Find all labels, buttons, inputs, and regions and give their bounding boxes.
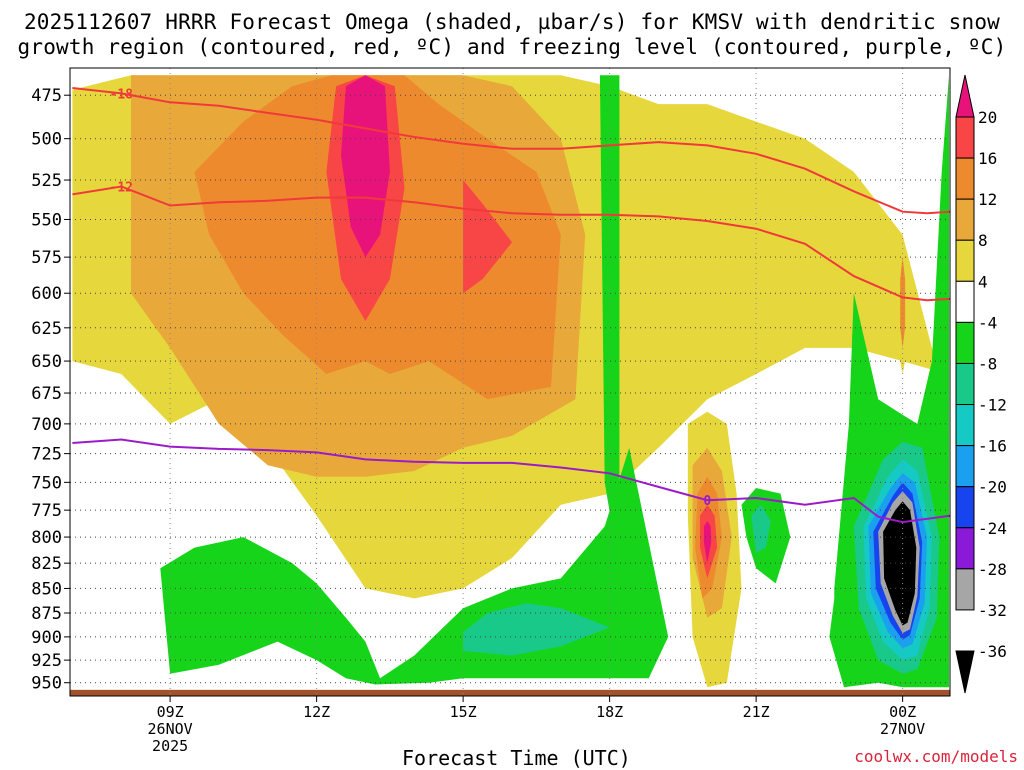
y-tick-label: 625 — [31, 319, 62, 339]
colorbar-bin — [955, 404, 975, 447]
y-tick-label: 925 — [31, 651, 62, 671]
colorbar-bin — [955, 198, 975, 241]
site-credit: coolwx.com/models — [854, 747, 1018, 766]
y-tick-label: 800 — [31, 528, 62, 548]
colorbar-tick-label: -20 — [978, 478, 1007, 497]
omega-region-5 — [463, 180, 512, 294]
omega-region-15 — [599, 75, 620, 527]
dendritic-contour-1 — [72, 185, 950, 302]
colorbar-tick-label: 20 — [978, 108, 997, 127]
colorbar: 20 16 12 8 4 -4 -8 -12 -16 -20 -24 -28 -32 -36 — [955, 74, 1007, 694]
colorbar-bin — [955, 239, 975, 282]
x-tick-label-line: 00Z — [889, 703, 917, 721]
dendritic-contour-1-label: -12 — [110, 180, 133, 195]
colorbar-tick-label: -16 — [978, 437, 1007, 456]
omega-region-4 — [341, 75, 390, 258]
colorbar-tick-label: 12 — [978, 190, 997, 209]
colorbar-bin — [955, 527, 975, 570]
y-tick-label: 950 — [31, 674, 62, 694]
x-tick-label-line: 15Z — [449, 703, 477, 721]
omega-region-25 — [889, 513, 913, 616]
x-tick-label-line: 09Z — [156, 703, 184, 721]
omega-shading — [72, 75, 949, 688]
colorbar-bottom-triangle — [955, 650, 975, 694]
colorbar-tick-label: 4 — [978, 272, 988, 291]
y-tick-label: 725 — [31, 445, 62, 465]
x-axis-label: Forecast Time (UTC) — [402, 746, 631, 770]
colorbar-tick-label: -12 — [978, 396, 1007, 415]
colorbar-bin — [955, 116, 975, 159]
y-tick-label: 575 — [31, 248, 62, 268]
terrain-bar — [70, 689, 950, 696]
y-tick-label: 675 — [31, 384, 62, 404]
y-tick-label: 650 — [31, 352, 62, 372]
terrain-ground — [70, 689, 950, 696]
chart-title-line-1: 2025112607 HRRR Forecast Omega (shaded, … — [23, 10, 1001, 34]
grid-lines — [70, 68, 950, 696]
y-tick-label: 850 — [31, 579, 62, 599]
colorbar-bin — [955, 157, 975, 200]
contour-lines: -18 -12 0 — [72, 87, 950, 524]
x-tick-label-18z: 18Z — [570, 704, 650, 721]
omega-region-17 — [751, 504, 771, 553]
omega-region-12 — [900, 257, 906, 348]
x-tick-label-line: 12Z — [303, 703, 331, 721]
x-tick-label-15z: 15Z — [423, 704, 503, 721]
colorbar-tick-label: -24 — [978, 519, 1007, 538]
x-axis — [169, 696, 904, 702]
y-tick-label: 900 — [31, 628, 62, 648]
freezing-level-contour-label: 0 — [703, 494, 711, 509]
x-tick-label-21z: 21Z — [716, 704, 796, 721]
dendritic-contour-0 — [72, 87, 950, 215]
y-tick-label: 600 — [31, 284, 62, 304]
colorbar-tick-label: -8 — [978, 354, 997, 373]
colorbar-tick-label: 8 — [978, 231, 988, 250]
colorbar-tick-label: 16 — [978, 149, 997, 168]
x-tick-label-line: 18Z — [596, 703, 624, 721]
colorbar-tick-label: -32 — [978, 601, 1007, 620]
omega-region-10 — [703, 521, 712, 564]
y-tick-label: 750 — [31, 473, 62, 493]
y-tick-label: 500 — [31, 130, 62, 150]
colorbar-tick-label: -28 — [978, 560, 1007, 579]
x-tick-label-12z: 12Z — [277, 704, 357, 721]
colorbar-bin — [955, 445, 975, 488]
y-tick-label: 550 — [31, 210, 62, 230]
x-tick-label-line: 2025 — [152, 737, 189, 755]
x-tick-label-line: 26NOV — [147, 720, 193, 738]
y-tick-label: 825 — [31, 554, 62, 574]
x-tick-label-line: 21Z — [742, 703, 770, 721]
y-tick-label: 700 — [31, 415, 62, 435]
dendritic-contour-0-label: -18 — [110, 87, 134, 102]
freezing-level-contour — [72, 438, 950, 524]
chart-title-line-2: growth region (contoured, red, ºC) and f… — [17, 35, 1007, 59]
x-tick-label-line: 27NOV — [880, 720, 926, 738]
y-tick-label: 775 — [31, 501, 62, 521]
y-tick-label: 525 — [31, 171, 62, 191]
colorbar-bin — [955, 568, 975, 611]
x-tick-label-09z: 09Z 26NOV 2025 — [130, 704, 210, 755]
omega-region-14 — [463, 603, 610, 656]
colorbar-bin — [955, 362, 975, 406]
x-tick-label-00z: 00Z 27NOV — [863, 704, 943, 738]
y-axis: 475 500 525 550 575 600 625 650 675 700 725 750 775 8… — [31, 86, 70, 694]
colorbar-bin — [955, 321, 975, 364]
colorbar-bin — [955, 486, 975, 529]
colorbar-tick-label: -4 — [978, 313, 997, 332]
colorbar-bin — [955, 280, 975, 323]
colorbar-tick-label: -36 — [978, 642, 1007, 661]
y-tick-label: 875 — [31, 604, 62, 624]
plot-frame — [69, 67, 951, 697]
colorbar-top-triangle — [955, 74, 975, 118]
y-tick-label: 475 — [31, 86, 62, 106]
